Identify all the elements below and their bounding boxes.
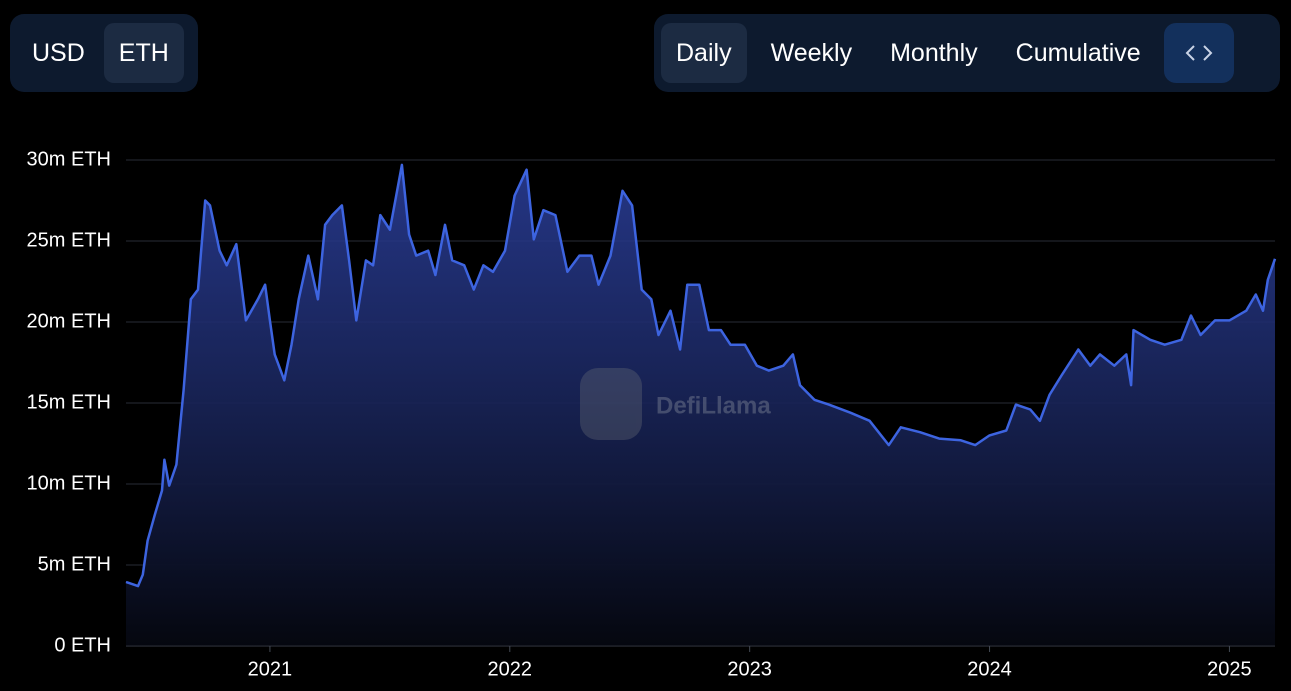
x-tick-label: 2022 — [488, 658, 533, 680]
currency-button[interactable]: ETH — [103, 23, 184, 83]
period-button[interactable]: Cumulative — [1015, 39, 1141, 67]
watermark: DefiLlama — [580, 368, 771, 440]
y-tick-label: 10m ETH — [27, 472, 111, 494]
x-tick-label: 2025 — [1207, 658, 1252, 680]
y-tick-label: 20m ETH — [27, 310, 111, 332]
axes: 0 ETH 5m ETH 10m ETH 15m ETH 20m ETH 25m ETH 3… — [27, 148, 1275, 680]
currency-button[interactable]: USD — [32, 39, 85, 67]
watermark-logo — [580, 368, 642, 440]
x-tick-label: 2021 — [248, 658, 293, 680]
y-tick-label: 30m ETH — [27, 148, 111, 170]
period-toggle: Daily Weekly Monthly Cumulative — [654, 14, 1280, 92]
line — [125, 163, 1277, 588]
y-tick-label: 0 ETH — [54, 634, 111, 656]
y-tick-label: 25m ETH — [27, 229, 111, 251]
period-button[interactable]: Monthly — [890, 39, 978, 67]
y-tick-label: 15m ETH — [27, 391, 111, 413]
period-button[interactable]: Daily — [661, 23, 747, 83]
embed-icon — [1185, 45, 1213, 61]
area — [126, 164, 1275, 646]
watermark-text: DefiLlama — [656, 392, 771, 419]
x-tick-label: 2024 — [967, 658, 1012, 680]
period-button[interactable]: Weekly — [770, 39, 853, 67]
embed-button[interactable] — [1163, 23, 1234, 83]
x-tick-label: 2023 — [727, 658, 772, 680]
y-tick-label: 5m ETH — [38, 553, 111, 575]
series — [125, 163, 1277, 646]
currency-toggle: USD ETH — [10, 14, 198, 92]
